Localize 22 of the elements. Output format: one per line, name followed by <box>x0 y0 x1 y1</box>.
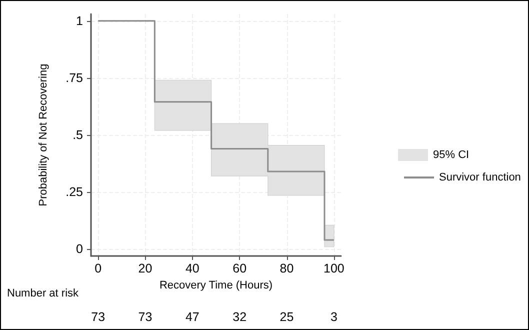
x-tick-label: 40 <box>185 262 200 276</box>
text: 25 <box>280 310 294 324</box>
y-tick-label: .75 <box>66 70 84 85</box>
x-tick-label: 100 <box>323 262 344 276</box>
legend-label: Survivor function <box>439 172 521 184</box>
x-axis-title: Recovery Time (Hours) <box>159 279 273 292</box>
y-tick-label: .25 <box>66 185 84 200</box>
y-tick-label: 1 <box>76 14 84 28</box>
x-tick-label: 20 <box>138 262 152 276</box>
text: 47 <box>185 310 200 324</box>
x-tick-label: 0 <box>94 262 102 276</box>
y-axis-title: Probability of Not Recovering <box>38 64 50 206</box>
x-tick-label: 60 <box>232 262 247 276</box>
text: Number at risk <box>7 288 80 300</box>
y-tick-label: .5 <box>72 128 84 142</box>
text: 73 <box>91 310 106 324</box>
text: 32 <box>232 310 247 324</box>
text: 73 <box>138 310 152 324</box>
text: 95% CI <box>433 149 470 161</box>
x-tick-label: 80 <box>280 262 294 276</box>
text: 3 <box>330 310 338 324</box>
y-tick-label: 0 <box>76 242 84 256</box>
